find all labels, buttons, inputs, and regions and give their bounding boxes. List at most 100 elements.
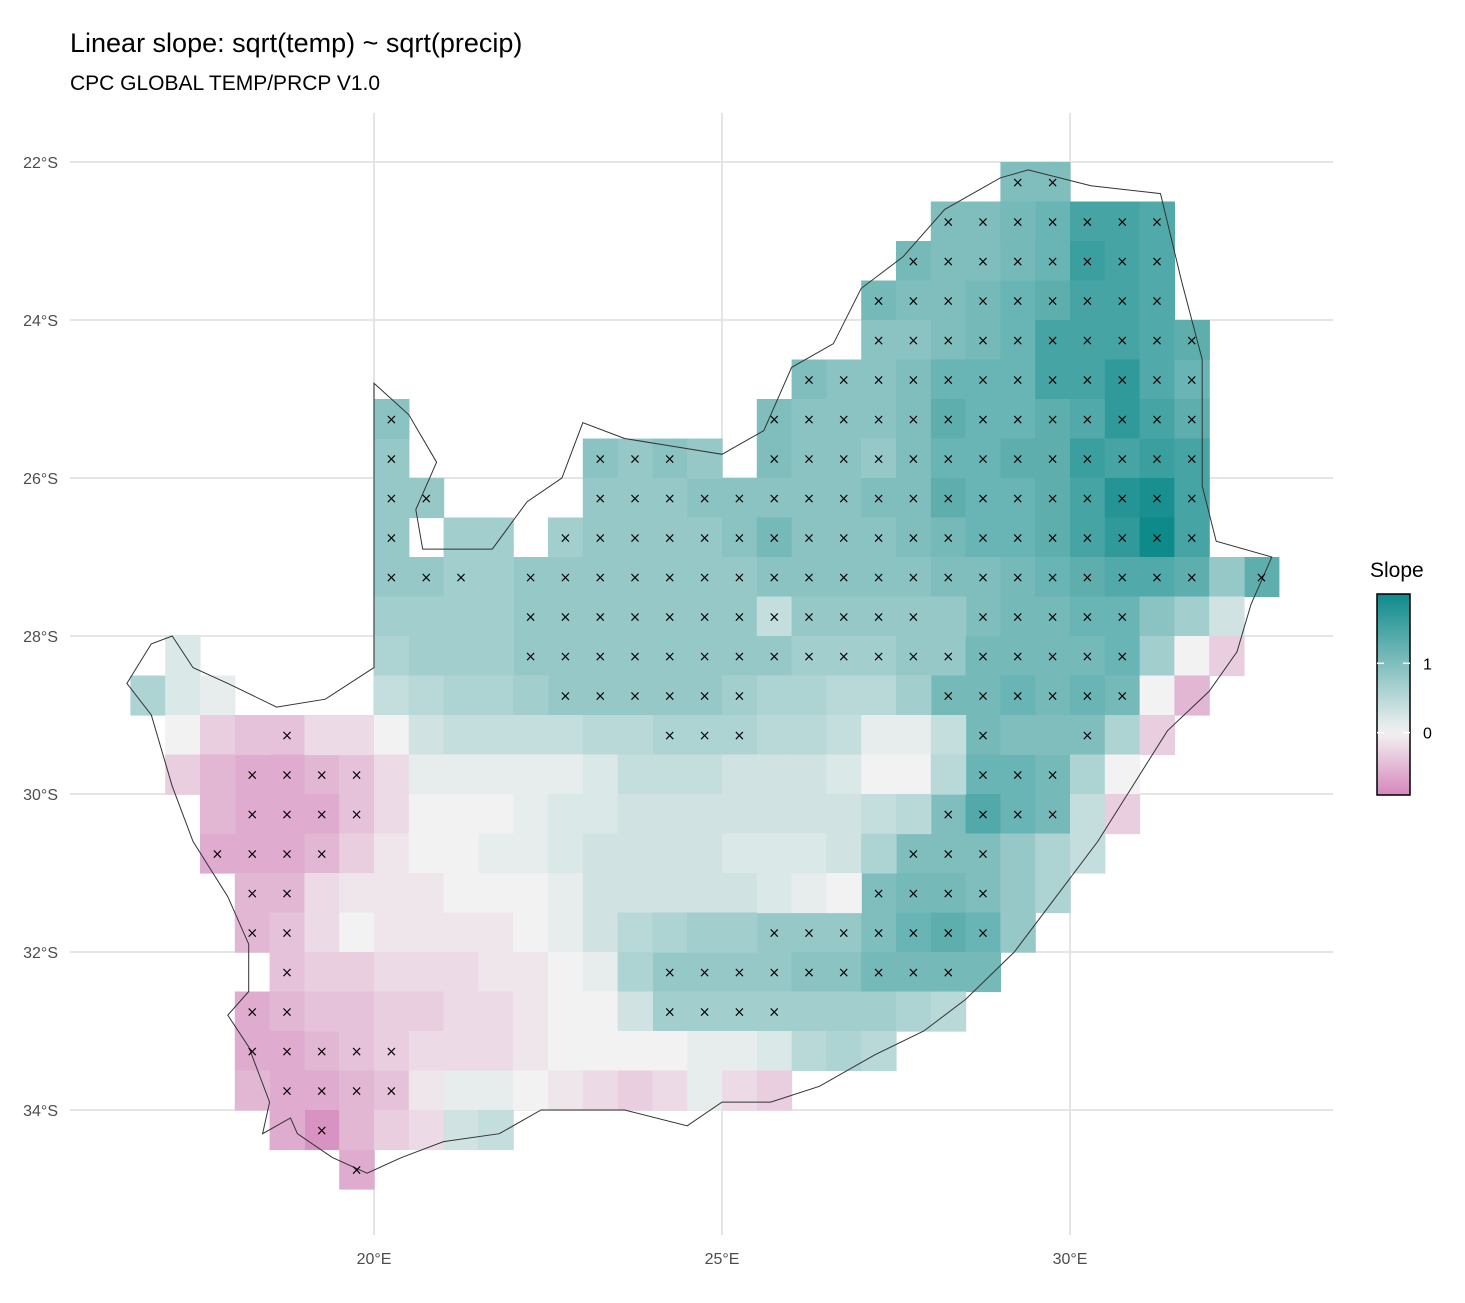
heatmap-cell (722, 873, 758, 914)
heatmap-cell (548, 715, 584, 756)
heatmap-cell (756, 991, 793, 1032)
heatmap-cell (722, 596, 758, 637)
significance-mark: × (803, 412, 815, 428)
heatmap-cell (965, 557, 1001, 598)
heatmap-cell (617, 1031, 653, 1072)
heatmap-cell (652, 675, 688, 716)
heatmap-cell (1104, 596, 1141, 637)
heatmap-cell (826, 478, 862, 519)
heatmap-cell (1070, 280, 1106, 321)
heatmap-cell (339, 952, 375, 993)
significance-mark: × (246, 1004, 258, 1020)
significance-mark: × (838, 649, 850, 665)
significance-mark: × (977, 807, 989, 823)
significance-mark: × (977, 491, 989, 507)
significance-mark: × (768, 451, 780, 467)
significance-mark: × (838, 570, 850, 586)
heatmap-cell (896, 991, 932, 1032)
heatmap-cell (408, 952, 445, 993)
significance-mark: × (908, 372, 920, 388)
heatmap-cell (548, 912, 584, 953)
heatmap-cell (930, 991, 967, 1032)
heatmap-cell (861, 636, 897, 677)
significance-mark: × (768, 965, 780, 981)
heatmap-cell (1104, 675, 1141, 716)
heatmap-cell (269, 952, 305, 993)
heatmap-cell (1035, 675, 1071, 716)
heatmap-cell (617, 517, 653, 558)
significance-mark: × (1047, 570, 1059, 586)
heatmap-cell (896, 912, 932, 953)
heatmap-cell (826, 952, 862, 993)
significance-mark: × (699, 728, 711, 744)
significance-mark: × (664, 1004, 676, 1020)
heatmap-cell (269, 1070, 305, 1111)
significance-mark: × (838, 965, 850, 981)
heatmap-cell (1104, 399, 1141, 440)
heatmap-cell (1035, 794, 1071, 835)
heatmap-cell (652, 912, 688, 953)
heatmap-cell (1174, 636, 1210, 677)
significance-mark: × (734, 965, 746, 981)
significance-mark: × (1082, 688, 1094, 704)
heatmap-cell (861, 754, 897, 795)
heatmap-cell (234, 715, 271, 756)
significance-mark: × (1012, 451, 1024, 467)
heatmap-cell (408, 1031, 445, 1072)
significance-mark: × (351, 807, 363, 823)
significance-mark: × (420, 491, 432, 507)
heatmap-cell (896, 754, 932, 795)
significance-mark: × (768, 649, 780, 665)
significance-mark: × (942, 807, 954, 823)
heatmap-cell (304, 1070, 340, 1111)
significance-mark: × (873, 965, 885, 981)
heatmap-cell (1035, 596, 1071, 637)
heatmap-cell (896, 557, 932, 598)
heatmap-cell (443, 1031, 479, 1072)
heatmap-cell (1000, 438, 1036, 479)
significance-mark: × (281, 846, 293, 862)
heatmap-cell (965, 675, 1001, 716)
heatmap-cell (861, 399, 897, 440)
significance-mark: × (908, 570, 920, 586)
heatmap-cell (478, 833, 514, 874)
y-tick-label: 30°S (23, 787, 58, 804)
heatmap-cell (930, 201, 967, 242)
significance-mark: × (908, 609, 920, 625)
heatmap-cell (1174, 596, 1210, 637)
heatmap-cell (339, 715, 375, 756)
significance-mark: × (908, 530, 920, 546)
heatmap-cell (861, 833, 897, 874)
significance-mark: × (1151, 570, 1163, 586)
heatmap-cell (722, 517, 758, 558)
heatmap-cell (200, 675, 236, 716)
significance-mark: × (664, 451, 676, 467)
heatmap-cell (791, 952, 827, 993)
heatmap-cell (965, 952, 1001, 993)
significance-mark: × (246, 807, 258, 823)
heatmap-cell (513, 1031, 549, 1072)
heatmap-cell (1104, 241, 1141, 282)
heatmap-cell (304, 754, 340, 795)
significance-mark: × (1012, 767, 1024, 783)
heatmap-cell (722, 1070, 758, 1111)
significance-mark: × (629, 570, 641, 586)
heatmap-cell (548, 952, 584, 993)
significance-mark: × (873, 412, 885, 428)
significance-mark: × (734, 530, 746, 546)
significance-mark: × (351, 1044, 363, 1060)
heatmap-cell (826, 399, 862, 440)
significance-mark: × (281, 1083, 293, 1099)
heatmap-cell (1000, 715, 1036, 756)
heatmap-cell (513, 557, 549, 598)
heatmap-cell (478, 754, 514, 795)
heatmap-cell (374, 399, 410, 440)
heatmap-cell (443, 517, 479, 558)
heatmap-cell (1000, 280, 1036, 321)
significance-mark: × (1151, 293, 1163, 309)
significance-mark: × (908, 925, 920, 941)
significance-mark: × (942, 412, 954, 428)
heatmap-cell (443, 952, 479, 993)
heatmap-cell (374, 873, 410, 914)
